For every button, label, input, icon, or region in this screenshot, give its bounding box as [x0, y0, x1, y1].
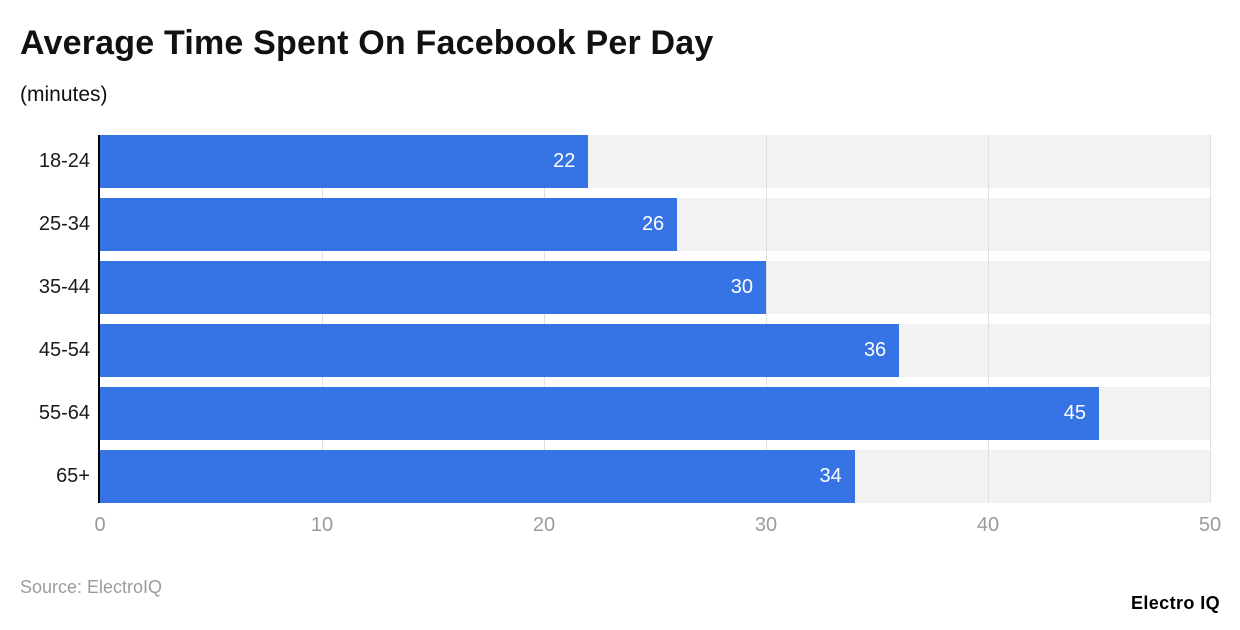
x-tick-label: 30 — [754, 514, 778, 537]
x-tick-label: 50 — [1198, 514, 1222, 537]
plot-area: 22 26 30 36 45 34 — [98, 135, 1211, 504]
category-label: 55-64 — [38, 402, 90, 425]
x-axis: 0 10 20 30 40 50 — [94, 503, 1221, 547]
chart-title: Average Time Spent On Facebook Per Day — [20, 24, 714, 62]
gridline — [766, 135, 767, 504]
bar: 36 — [100, 324, 900, 378]
gridline — [1210, 135, 1211, 504]
bar-value-label: 30 — [730, 276, 753, 299]
gridline — [544, 135, 545, 504]
x-tick-label: 10 — [310, 514, 334, 537]
bar-value-label: 26 — [641, 213, 665, 236]
electro-iq-logo: Electro IQ — [1130, 593, 1220, 614]
bar-row: 22 — [100, 135, 1210, 189]
x-tick-label: 40 — [976, 514, 1000, 537]
bar-chart: 18-24 25-34 35-44 45-54 55-64 65+ 22 26 30 36 45 3… — [20, 135, 1220, 504]
bar-value-label: 36 — [863, 339, 887, 362]
category-label: 25-34 — [38, 213, 90, 236]
x-tick-label: 0 — [94, 514, 106, 537]
gridline — [988, 135, 989, 504]
bar: 26 — [100, 198, 678, 252]
bar-row: 26 — [100, 198, 1210, 252]
category-label: 18-24 — [38, 150, 90, 173]
chart-subtitle: (minutes) — [20, 83, 108, 107]
category-label: 65+ — [56, 465, 90, 488]
bar-row: 34 — [100, 450, 1210, 504]
bar-value-label: 22 — [553, 150, 576, 173]
category-label: 45-54 — [38, 339, 90, 362]
gridline — [322, 135, 323, 504]
bar: 22 — [100, 135, 589, 189]
x-tick-label: 20 — [532, 514, 556, 537]
bar-row: 36 — [100, 324, 1210, 378]
bar-value-label: 34 — [819, 465, 842, 488]
category-labels: 18-24 25-34 35-44 45-54 55-64 65+ — [20, 135, 100, 503]
bar-value-label: 45 — [1063, 402, 1086, 425]
source-text: Source: ElectroIQ — [20, 577, 163, 598]
bar: 30 — [100, 261, 766, 315]
category-label: 35-44 — [38, 276, 90, 299]
y-axis-line — [98, 135, 100, 504]
bar: 45 — [100, 387, 1099, 441]
footer: Source: ElectroIQ Electro IQ — [20, 577, 1220, 614]
bar: 34 — [100, 450, 855, 504]
bar-row: 45 — [100, 387, 1210, 441]
bar-row: 30 — [100, 261, 1210, 315]
